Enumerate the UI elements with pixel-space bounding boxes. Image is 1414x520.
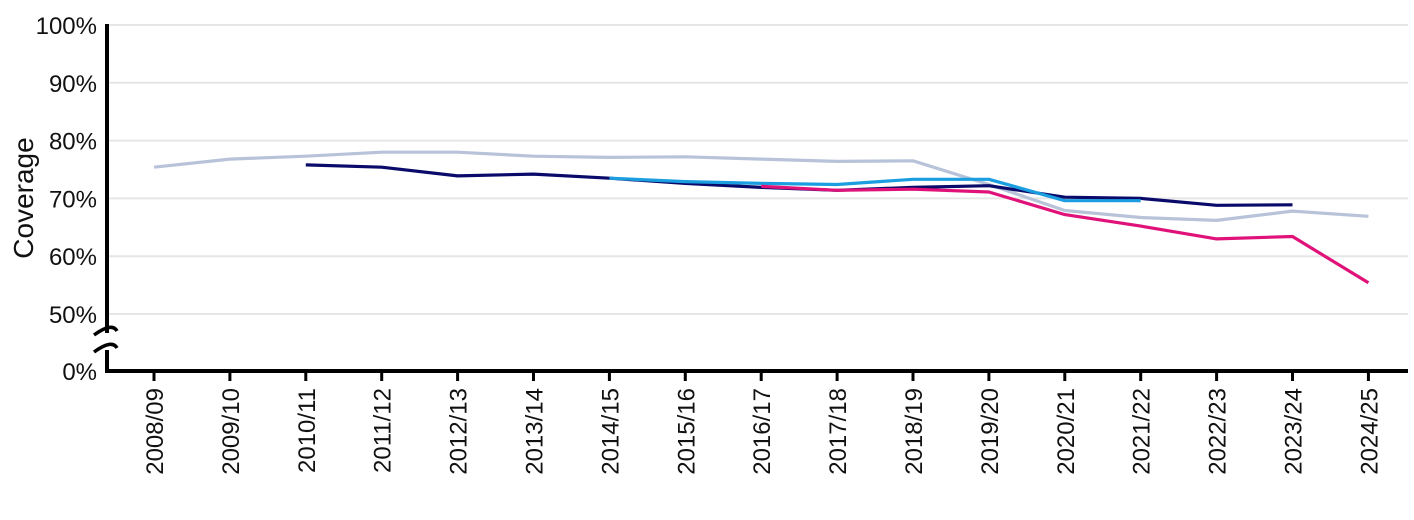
x-tick-label: 2014/15 [597,388,624,475]
y-axis-title: Coverage [8,137,39,258]
x-tick-label: 2008/09 [142,388,169,475]
x-tick-label: 2012/13 [446,388,473,475]
x-tick-label: 2017/18 [825,388,852,475]
x-tick-label: 2021/22 [1129,388,1156,475]
x-axis-ticks: 2008/09 2009/10 2010/11 2011/12 2012/13 2013/… [142,371,1383,475]
x-tick-label: 2016/17 [749,388,776,475]
x-tick-label: 2018/19 [901,388,928,475]
x-tick-label: 2011/12 [370,388,397,473]
y-tick-label: 90% [49,71,97,98]
x-tick-label: 2023/24 [1281,388,1308,475]
y-tick-label: 70% [49,186,97,213]
x-tick-label: 2013/14 [522,388,549,475]
x-tick-label: 2015/16 [673,388,700,475]
x-tick-label: 2022/23 [1205,388,1232,475]
x-tick-label: 2020/21 [1053,388,1080,475]
x-tick-label: 2009/10 [218,388,245,475]
y-tick-label: 50% [49,302,97,329]
y-tick-label: 0% [62,359,97,386]
x-tick-label: 2024/25 [1356,388,1383,475]
y-axis-ticks: 0% 50% 60% 70% 80% 90% 100% [36,13,97,386]
series-lines [153,150,1370,285]
x-tick-label: 2019/20 [977,388,1004,475]
series-line-1 [153,150,1369,222]
axis-break-mark [92,342,119,354]
series-line-3 [609,176,1141,203]
x-tick-label: 2010/11 [294,388,321,473]
series-line-4 [761,184,1370,285]
axis-break-mark [92,325,119,337]
y-tick-label: 60% [49,244,97,271]
axes [92,24,1408,373]
y-tick-label: 80% [49,129,97,156]
gridlines [107,24,1408,315]
y-tick-label: 100% [36,13,97,40]
